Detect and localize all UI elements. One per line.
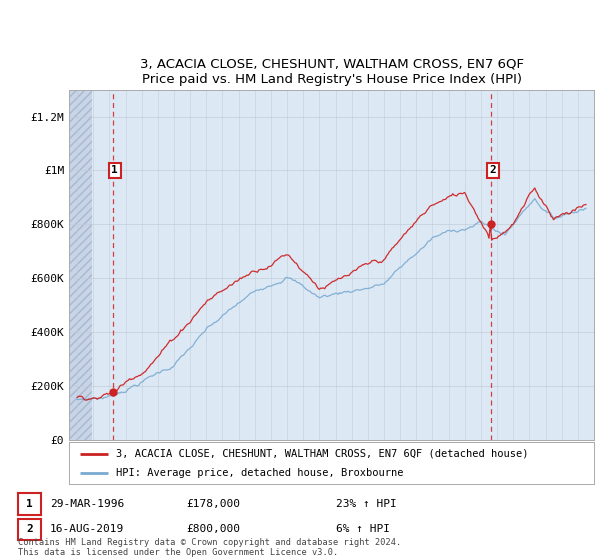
- Text: 2: 2: [490, 165, 496, 175]
- Text: 2: 2: [26, 524, 33, 534]
- Text: £800,000: £800,000: [186, 524, 240, 534]
- Text: 29-MAR-1996: 29-MAR-1996: [50, 499, 124, 509]
- Text: 1: 1: [26, 499, 33, 509]
- Text: £178,000: £178,000: [186, 499, 240, 509]
- Text: Contains HM Land Registry data © Crown copyright and database right 2024.
This d: Contains HM Land Registry data © Crown c…: [18, 538, 401, 557]
- Title: 3, ACACIA CLOSE, CHESHUNT, WALTHAM CROSS, EN7 6QF
Price paid vs. HM Land Registr: 3, ACACIA CLOSE, CHESHUNT, WALTHAM CROSS…: [139, 58, 523, 86]
- Text: 1: 1: [112, 165, 118, 175]
- Text: 6% ↑ HPI: 6% ↑ HPI: [336, 524, 390, 534]
- Text: 23% ↑ HPI: 23% ↑ HPI: [336, 499, 397, 509]
- Text: HPI: Average price, detached house, Broxbourne: HPI: Average price, detached house, Brox…: [116, 468, 404, 478]
- Text: 16-AUG-2019: 16-AUG-2019: [50, 524, 124, 534]
- Text: 3, ACACIA CLOSE, CHESHUNT, WALTHAM CROSS, EN7 6QF (detached house): 3, ACACIA CLOSE, CHESHUNT, WALTHAM CROSS…: [116, 449, 529, 459]
- Bar: [69, 90, 92, 440]
